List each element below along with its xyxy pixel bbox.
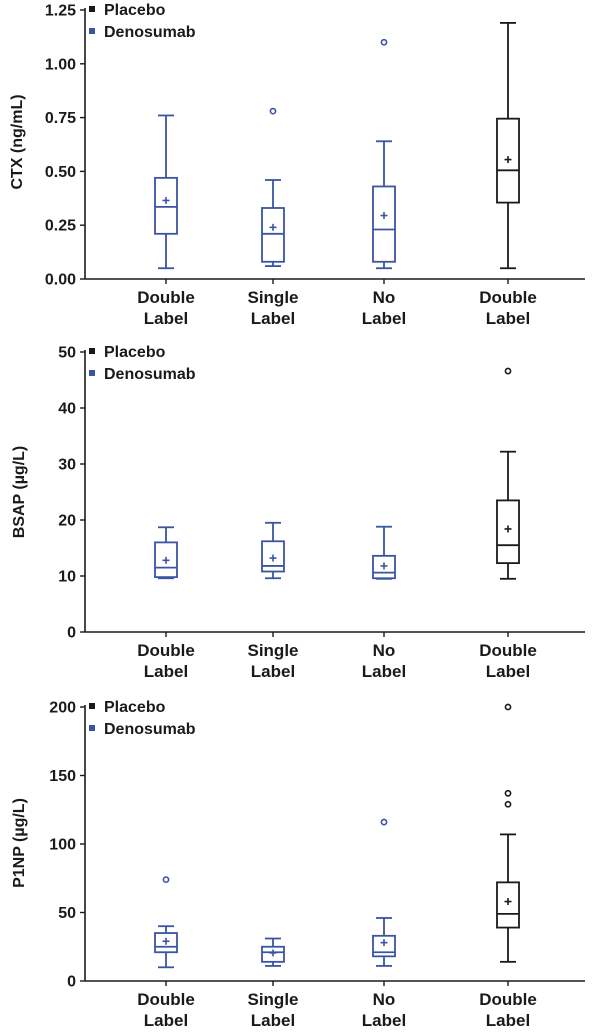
y-tick-label: 0.75 [45,110,76,127]
x-tick-label: Single [247,990,298,1009]
legend-label-placebo: Placebo [104,2,166,19]
y-axis-label: CTX (ng/mL) [9,94,26,189]
x-tick-label: Label [251,309,295,328]
x-tick-label: Double [479,641,537,660]
outlier-point [504,800,512,808]
chart-panel-2: 0 10 20 30 40 50 BSAP (µg/L) Placebo Denosumab Do… [11,344,585,681]
x-tick-label: Single [247,641,298,660]
box [261,207,285,263]
x-tick-label: Double [137,288,195,307]
box-group: Single Label [247,937,299,1030]
box [154,176,178,235]
chart-panel-1: 0.00 0.25 0.50 0.75 1.00 1.25 CTX (ng/mL) Place… [9,2,585,328]
y-tick-label: 10 [58,569,76,586]
x-tick-label: Label [362,1011,406,1030]
y-tick-label: 0.50 [45,164,76,181]
box [372,185,396,263]
y-tick-label: 50 [58,905,76,922]
legend-label-placebo: Placebo [104,344,166,361]
chart-panel-3: 0 50 100 150 200 P1NP (µg/L) Placebo Denosumab D… [11,699,585,1030]
box-group: No Label [362,818,406,1030]
outlier-point [380,818,388,826]
box-group: No Label [362,38,406,328]
x-tick-label: Label [144,1011,188,1030]
y-tick-label: 0 [67,625,76,642]
x-tick-label: No [373,641,396,660]
y-tick-label: 0.25 [45,218,76,235]
box-group: Double Label [479,367,537,681]
legend-label-denosumab: Denosumab [104,721,196,738]
box-group: Double Label [137,114,195,328]
x-tick-label: No [373,990,396,1009]
legend-label-denosumab: Denosumab [104,24,196,41]
outlier-point [504,703,512,711]
box-group: Single Label [247,521,299,681]
box-group: Double Label [479,22,537,328]
outlier-point [269,107,277,115]
y-tick-label: 0 [67,974,76,991]
legend-marker-placebo [89,6,95,12]
outlier-point [162,876,170,884]
y-tick-label: 20 [58,513,76,530]
x-tick-label: Double [479,288,537,307]
y-tick-label: 30 [58,457,76,474]
x-tick-label: Label [144,309,188,328]
y-tick-label: 0.00 [45,272,76,289]
y-tick-label: 40 [58,401,76,418]
legend-marker-denosumab [89,725,95,731]
y-tick-label: 150 [49,768,76,785]
x-tick-label: Double [137,641,195,660]
outlier-point [504,367,512,375]
x-tick-label: Label [251,662,295,681]
x-tick-label: Double [479,990,537,1009]
box-group: No Label [362,525,406,681]
y-axis-label: P1NP (µg/L) [11,798,28,888]
legend-marker-denosumab [89,28,95,34]
legend-marker-denosumab [89,370,95,376]
y-axis-label: BSAP (µg/L) [11,446,28,538]
legend-label-placebo: Placebo [104,699,166,716]
outlier-point [380,38,388,46]
x-tick-label: Label [362,662,406,681]
x-tick-label: Double [137,990,195,1009]
legend-marker-placebo [89,348,95,354]
y-tick-label: 1.00 [45,56,76,73]
y-tick-label: 200 [49,700,76,717]
legend-label-denosumab: Denosumab [104,366,196,383]
x-tick-label: Label [486,309,530,328]
box-group: Double Label [137,526,195,681]
y-tick-label: 100 [49,837,76,854]
x-tick-label: Label [251,1011,295,1030]
x-tick-label: Label [486,662,530,681]
y-tick-label: 50 [58,345,76,362]
legend-marker-placebo [89,703,95,709]
outlier-point [504,789,512,797]
x-tick-label: Single [247,288,298,307]
box-group: Double Label [479,703,537,1030]
y-tick-label: 1.25 [45,3,76,20]
box-group: Single Label [247,107,299,328]
box-group: Double Label [137,876,195,1030]
x-tick-label: Label [362,309,406,328]
x-tick-label: Label [486,1011,530,1030]
x-tick-label: Label [144,662,188,681]
x-tick-label: No [373,288,396,307]
